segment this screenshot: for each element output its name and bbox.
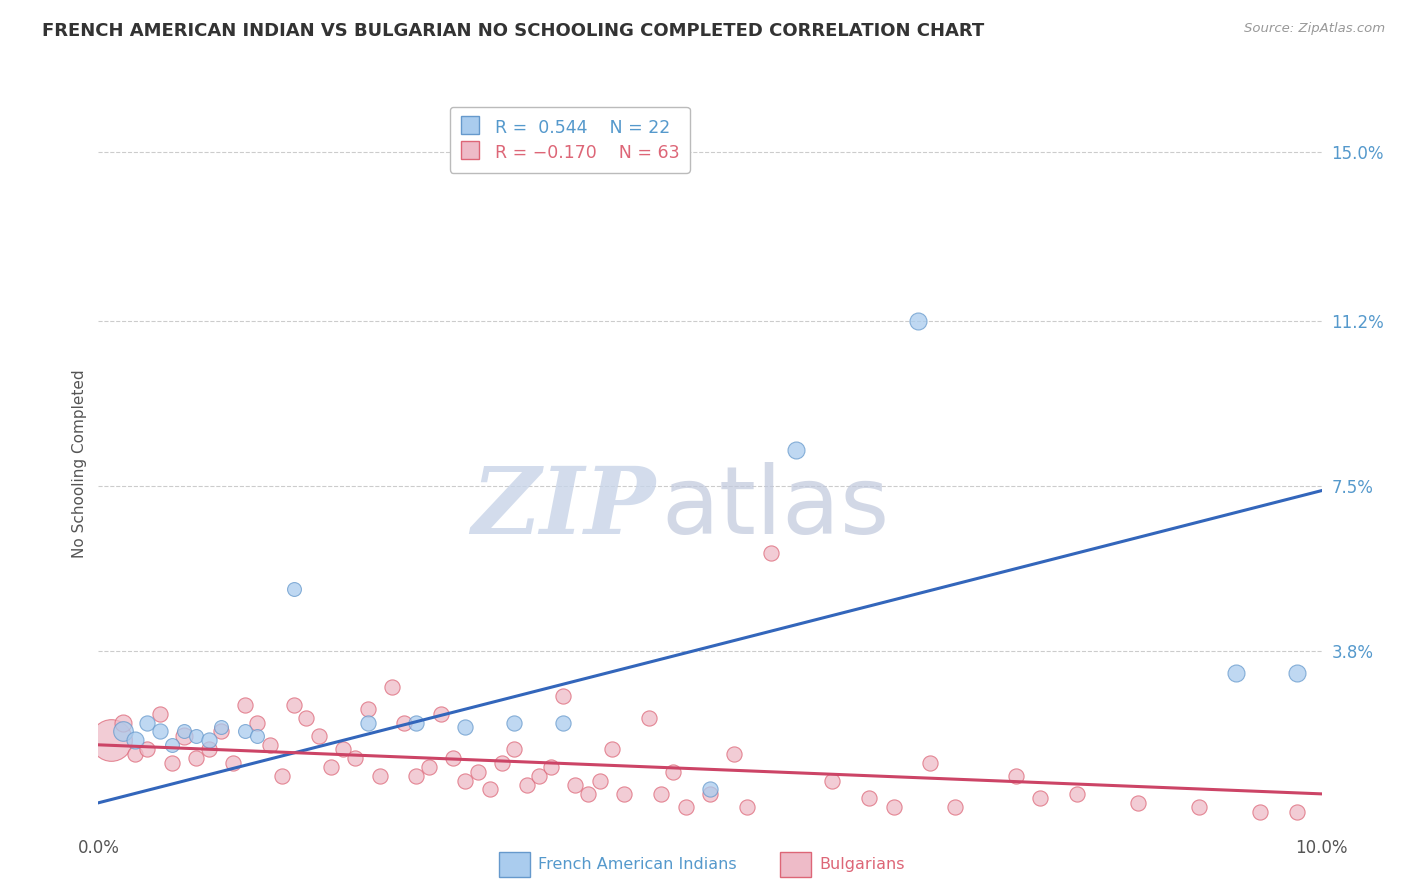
- Point: [1286, 805, 1309, 819]
- Point: [209, 724, 232, 739]
- Point: [1249, 805, 1271, 819]
- Point: [920, 756, 942, 770]
- Point: [785, 443, 807, 458]
- Point: [613, 787, 636, 801]
- Point: [1225, 666, 1247, 681]
- Point: [699, 782, 721, 797]
- Text: Bulgarians: Bulgarians: [820, 857, 905, 871]
- Point: [356, 702, 378, 716]
- Y-axis label: No Schooling Completed: No Schooling Completed: [72, 369, 87, 558]
- Point: [283, 582, 305, 596]
- Point: [883, 800, 905, 814]
- Point: [283, 698, 305, 712]
- Point: [319, 760, 342, 774]
- Point: [124, 733, 146, 747]
- Point: [356, 715, 378, 730]
- Point: [454, 773, 477, 788]
- Point: [1066, 787, 1088, 801]
- Point: [441, 751, 464, 765]
- Point: [124, 747, 146, 761]
- Point: [136, 715, 159, 730]
- Point: [503, 742, 526, 756]
- Point: [759, 546, 782, 560]
- Point: [1286, 666, 1309, 681]
- Point: [637, 711, 661, 725]
- Point: [858, 791, 880, 805]
- Point: [308, 729, 330, 743]
- Point: [943, 800, 966, 814]
- Point: [197, 742, 219, 756]
- Point: [553, 689, 575, 703]
- Point: [111, 715, 134, 730]
- Point: [246, 715, 269, 730]
- Point: [467, 764, 489, 779]
- Point: [1128, 796, 1150, 810]
- Point: [173, 724, 195, 739]
- Point: [100, 733, 122, 747]
- Point: [149, 706, 172, 721]
- Point: [699, 787, 721, 801]
- Point: [478, 782, 501, 797]
- Point: [149, 724, 172, 739]
- Point: [197, 733, 219, 747]
- Legend: R =  0.544    N = 22, R = −0.170    N = 63: R = 0.544 N = 22, R = −0.170 N = 63: [450, 107, 690, 173]
- Point: [675, 800, 697, 814]
- Point: [136, 742, 159, 756]
- Point: [589, 773, 612, 788]
- Point: [821, 773, 844, 788]
- Point: [564, 778, 586, 792]
- Text: Source: ZipAtlas.com: Source: ZipAtlas.com: [1244, 22, 1385, 36]
- Point: [111, 724, 134, 739]
- Text: French American Indians: French American Indians: [538, 857, 737, 871]
- Point: [344, 751, 367, 765]
- Point: [160, 738, 183, 752]
- Point: [381, 680, 404, 694]
- Point: [503, 715, 526, 730]
- Point: [246, 729, 269, 743]
- Point: [650, 787, 672, 801]
- Point: [662, 764, 685, 779]
- Point: [405, 715, 427, 730]
- Point: [1029, 791, 1052, 805]
- Point: [600, 742, 623, 756]
- Point: [540, 760, 562, 774]
- Point: [723, 747, 745, 761]
- Point: [392, 715, 416, 730]
- Point: [332, 742, 354, 756]
- Text: FRENCH AMERICAN INDIAN VS BULGARIAN NO SCHOOLING COMPLETED CORRELATION CHART: FRENCH AMERICAN INDIAN VS BULGARIAN NO S…: [42, 22, 984, 40]
- Point: [576, 787, 599, 801]
- Point: [491, 756, 513, 770]
- Point: [295, 711, 318, 725]
- Point: [160, 756, 183, 770]
- Point: [222, 756, 245, 770]
- Point: [209, 720, 232, 734]
- Point: [233, 724, 256, 739]
- Point: [1188, 800, 1211, 814]
- Text: atlas: atlas: [661, 462, 890, 554]
- Point: [186, 729, 208, 743]
- Point: [259, 738, 281, 752]
- Point: [553, 715, 575, 730]
- Point: [405, 769, 427, 783]
- Point: [233, 698, 256, 712]
- Point: [418, 760, 440, 774]
- Point: [527, 769, 550, 783]
- Point: [454, 720, 477, 734]
- Point: [735, 800, 758, 814]
- Point: [430, 706, 453, 721]
- Point: [270, 769, 292, 783]
- Point: [907, 314, 929, 328]
- Point: [516, 778, 538, 792]
- Point: [368, 769, 391, 783]
- Point: [173, 729, 195, 743]
- Point: [186, 751, 208, 765]
- Text: ZIP: ZIP: [471, 463, 655, 553]
- Point: [1004, 769, 1026, 783]
